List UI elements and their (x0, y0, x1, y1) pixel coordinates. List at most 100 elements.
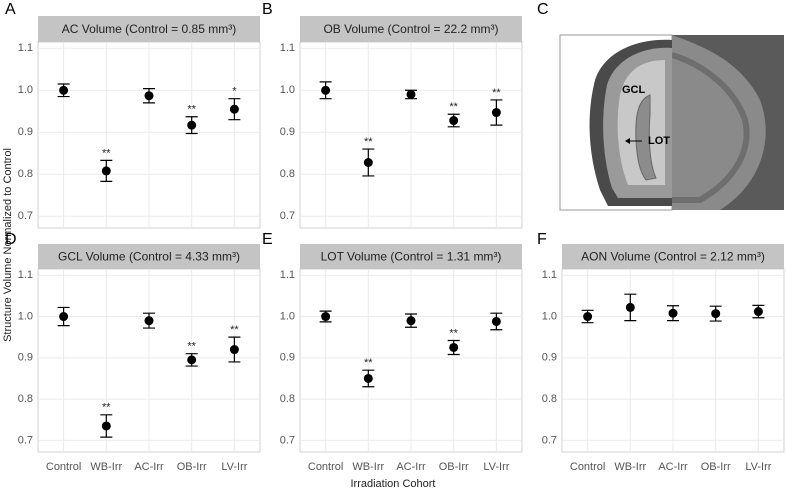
y-tick-label: 1.1 (542, 269, 557, 281)
point (668, 308, 678, 318)
x-tick-label: Control (46, 461, 81, 473)
y-axis-label: Structure Volume Normalized to Control (2, 148, 14, 342)
point (583, 312, 593, 322)
significance-label: ** (102, 402, 111, 414)
x-tick-label: OB-Irr (177, 461, 207, 473)
significance-label: ** (492, 87, 501, 99)
y-tick-label: 0.8 (18, 393, 33, 405)
point (187, 120, 197, 130)
point (449, 342, 459, 352)
y-tick-label: 0.9 (280, 352, 295, 364)
x-axis-label: Irradiation Cohort (351, 478, 436, 490)
point (753, 307, 763, 317)
panel-c-image (559, 34, 784, 211)
significance-label: ** (364, 357, 373, 369)
panel-title: AC Volume (Control = 0.85 mm³) (62, 22, 236, 36)
image-label: GCL (622, 84, 646, 96)
x-tick-label: AC-Irr (658, 461, 688, 473)
x-tick-label: WB-Irr (352, 461, 384, 473)
y-tick-label: 0.7 (542, 434, 557, 446)
mri-tissue (672, 35, 766, 210)
y-tick-label: 1.1 (18, 42, 33, 54)
point (321, 85, 331, 95)
panel-letter: B (262, 1, 273, 18)
x-tick-label: LV-Irr (221, 461, 247, 473)
point (101, 166, 111, 176)
significance-label: * (232, 86, 237, 98)
x-tick-label: AC-Irr (396, 461, 426, 473)
x-tick-label: Control (308, 461, 343, 473)
lot-arrowhead (625, 138, 630, 144)
y-tick-label: 1.0 (18, 310, 33, 322)
y-tick-label: 0.8 (280, 393, 295, 405)
y-tick-label: 0.8 (18, 168, 33, 180)
lot-region (635, 94, 657, 181)
image-label: GL (572, 124, 588, 136)
significance-label: ** (187, 104, 196, 116)
x-tick-label: LV-Irr (745, 461, 771, 473)
point (144, 91, 154, 101)
x-tick-label: LV-Irr (483, 461, 509, 473)
y-tick-label: 0.9 (280, 126, 295, 138)
y-tick-label: 0.9 (18, 126, 33, 138)
point (491, 108, 501, 118)
y-tick-label: 0.7 (280, 210, 295, 222)
point (449, 116, 459, 126)
y-tick-label: 1.0 (280, 84, 295, 96)
y-tick-label: 0.9 (18, 352, 33, 364)
point (625, 302, 635, 312)
x-tick-label: WB-Irr (614, 461, 646, 473)
y-tick-label: 0.7 (280, 434, 295, 446)
x-tick-label: Control (570, 461, 605, 473)
point (406, 316, 416, 326)
significance-label: ** (449, 327, 458, 339)
panel-letter: F (537, 231, 547, 248)
significance-label: ** (449, 101, 458, 113)
point (406, 89, 416, 99)
y-tick-label: 1.0 (280, 310, 295, 322)
strip-background (300, 244, 522, 269)
significance-label: ** (102, 147, 111, 159)
y-tick-label: 1.1 (280, 269, 295, 281)
strip-background (38, 244, 260, 269)
panel-letter: C (537, 1, 549, 18)
point (229, 104, 239, 114)
point (229, 345, 239, 355)
point (101, 421, 111, 431)
y-tick-label: 0.8 (280, 168, 295, 180)
x-tick-label: OB-Irr (701, 461, 731, 473)
y-tick-label: 1.1 (18, 269, 33, 281)
strip-background (38, 16, 260, 42)
significance-label: ** (364, 136, 373, 148)
point (59, 85, 69, 95)
point (59, 312, 69, 322)
panel-title: LOT Volume (Control = 1.31 mm³) (321, 250, 502, 264)
x-tick-label: OB-Irr (439, 461, 469, 473)
panel-title: OB Volume (Control = 22.2 mm³) (323, 22, 498, 36)
point (144, 316, 154, 326)
y-tick-label: 0.7 (18, 210, 33, 222)
strip-background (562, 244, 784, 269)
panel-letter: D (5, 231, 17, 248)
y-tick-label: 1.1 (280, 42, 295, 54)
panel-letter: A (5, 1, 16, 18)
image-label: LOT (648, 135, 670, 147)
mri-layer (671, 52, 750, 203)
strip-background (300, 16, 522, 42)
significance-label: ** (187, 341, 196, 353)
y-tick-label: 0.7 (18, 434, 33, 446)
y-tick-label: 1.0 (18, 84, 33, 96)
significance-label: ** (230, 324, 239, 336)
y-tick-label: 0.8 (542, 393, 557, 405)
x-tick-label: AC-Irr (134, 461, 164, 473)
point (363, 158, 373, 168)
panel-title: GCL Volume (Control = 4.33 mm³) (58, 250, 240, 264)
point (187, 355, 197, 365)
point (363, 373, 373, 383)
point (491, 316, 501, 326)
y-tick-label: 0.9 (542, 352, 557, 364)
panel-title: AON Volume (Control = 2.12 mm³) (581, 250, 765, 264)
x-tick-label: WB-Irr (90, 461, 122, 473)
